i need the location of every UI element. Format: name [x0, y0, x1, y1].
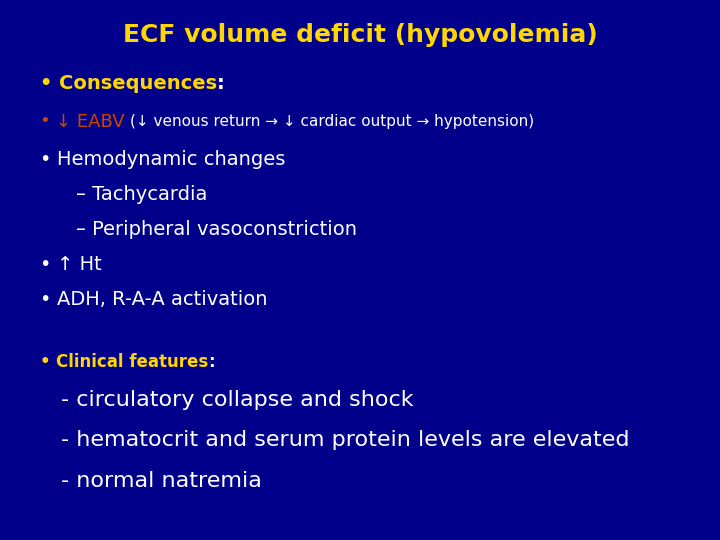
Text: •: •: [40, 112, 56, 131]
Text: :: :: [208, 353, 215, 371]
Text: – Peripheral vasoconstriction: – Peripheral vasoconstriction: [76, 220, 356, 239]
Text: ↓ EABV: ↓ EABV: [56, 112, 130, 131]
Text: - hematocrit and serum protein levels are elevated: - hematocrit and serum protein levels ar…: [61, 430, 630, 450]
Text: ↑ Ht: ↑ Ht: [57, 255, 102, 274]
Text: •: •: [40, 290, 57, 309]
Text: Consequences: Consequences: [59, 74, 217, 93]
Text: Clinical features: Clinical features: [56, 353, 208, 371]
Text: •: •: [40, 74, 59, 93]
Text: - normal natremia: - normal natremia: [61, 470, 262, 491]
Text: – Tachycardia: – Tachycardia: [76, 185, 207, 204]
Text: (↓ venous return → ↓ cardiac output → hypotension): (↓ venous return → ↓ cardiac output → hy…: [130, 114, 534, 129]
Text: ADH, R-A-A activation: ADH, R-A-A activation: [57, 290, 268, 309]
Text: Hemodynamic changes: Hemodynamic changes: [57, 150, 286, 169]
Text: •: •: [40, 255, 57, 274]
Text: :: :: [217, 74, 225, 93]
Text: ECF volume deficit (hypovolemia): ECF volume deficit (hypovolemia): [122, 23, 598, 47]
Text: - circulatory collapse and shock: - circulatory collapse and shock: [61, 389, 414, 410]
Text: •: •: [40, 353, 56, 371]
Text: •: •: [40, 150, 57, 169]
